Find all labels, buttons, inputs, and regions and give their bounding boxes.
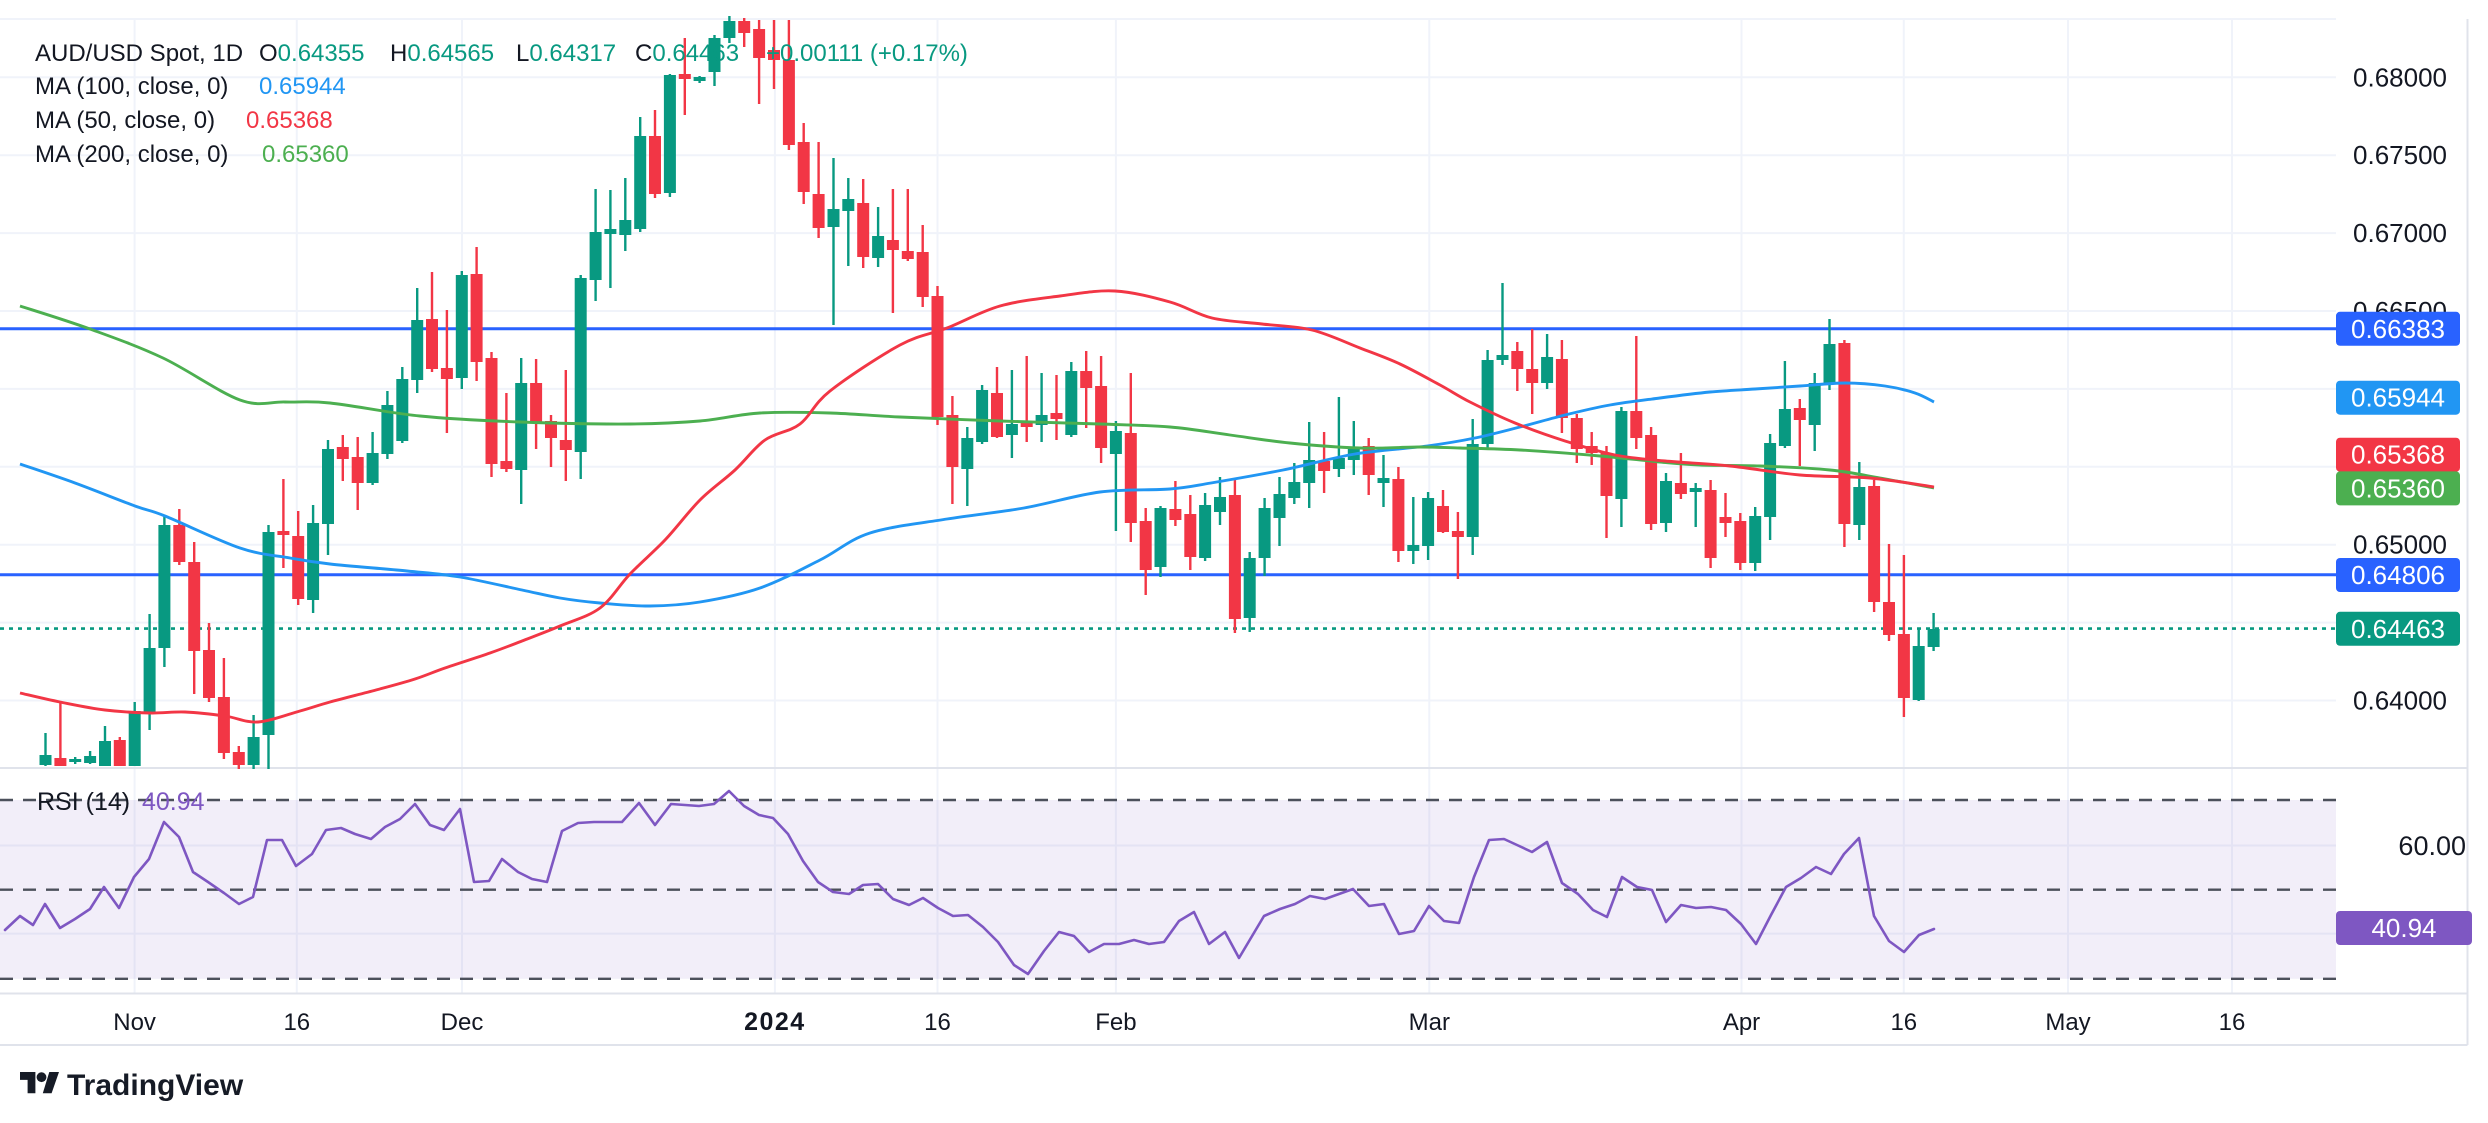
svg-text:0.65000: 0.65000 <box>2353 530 2447 560</box>
svg-text:0.67500: 0.67500 <box>2353 140 2447 170</box>
svg-text:MA (200, close, 0)0.65360: MA (200, close, 0) 0.65360 <box>35 141 349 168</box>
svg-text:Apr: Apr <box>1723 1009 1760 1036</box>
svg-text:0.64463: 0.64463 <box>2351 614 2445 644</box>
svg-text:16: 16 <box>1890 1009 1917 1036</box>
svg-text:0.68000: 0.68000 <box>2353 62 2447 92</box>
svg-text:MA (50, close, 0)0.65368: MA (50, close, 0) 0.65368 <box>35 107 333 134</box>
svg-text:0.66383: 0.66383 <box>2351 314 2445 344</box>
svg-text:TradingView: TradingView <box>67 1069 244 1102</box>
svg-text:16: 16 <box>2219 1009 2246 1036</box>
svg-text:0.64806: 0.64806 <box>2351 560 2445 590</box>
svg-text:Feb: Feb <box>1095 1009 1136 1036</box>
svg-text:0.65368: 0.65368 <box>2351 440 2445 470</box>
svg-text:0.64000: 0.64000 <box>2353 686 2447 716</box>
svg-text:60.00: 60.00 <box>2398 831 2466 861</box>
svg-text:0.65360: 0.65360 <box>2351 473 2445 503</box>
svg-text:16: 16 <box>283 1009 310 1036</box>
svg-text:MA (100, close, 0)0.65944: MA (100, close, 0) 0.65944 <box>35 73 346 100</box>
svg-text:May: May <box>2045 1009 2090 1036</box>
svg-text:Dec: Dec <box>441 1009 484 1036</box>
svg-text:40.94: 40.94 <box>2371 913 2436 943</box>
svg-text:2024: 2024 <box>744 1008 806 1036</box>
svg-text:16: 16 <box>924 1009 951 1036</box>
svg-text:0.65944: 0.65944 <box>2351 383 2445 413</box>
svg-text:Mar: Mar <box>1409 1009 1450 1036</box>
svg-text:Nov: Nov <box>113 1009 156 1036</box>
svg-text:RSI (14)40.94: RSI (14) 40.94 <box>37 788 205 816</box>
svg-text:0.67000: 0.67000 <box>2353 218 2447 248</box>
